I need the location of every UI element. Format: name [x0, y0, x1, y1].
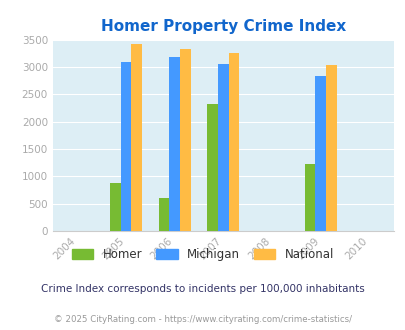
Text: Crime Index corresponds to incidents per 100,000 inhabitants: Crime Index corresponds to incidents per…	[41, 284, 364, 294]
Bar	[109, 183, 120, 231]
Bar	[315, 76, 325, 231]
Legend: Homer, Michigan, National: Homer, Michigan, National	[67, 244, 338, 266]
Bar	[179, 49, 190, 231]
Text: © 2025 CityRating.com - https://www.cityrating.com/crime-statistics/: © 2025 CityRating.com - https://www.city…	[54, 315, 351, 324]
Bar	[217, 64, 228, 231]
Bar	[169, 56, 179, 231]
Bar	[325, 65, 336, 231]
Bar	[228, 53, 239, 231]
Title: Homer Property Crime Index: Homer Property Crime Index	[100, 19, 345, 34]
Bar	[120, 62, 131, 231]
Bar	[207, 104, 217, 231]
Bar	[158, 198, 169, 231]
Bar	[304, 164, 315, 231]
Bar	[131, 44, 142, 231]
